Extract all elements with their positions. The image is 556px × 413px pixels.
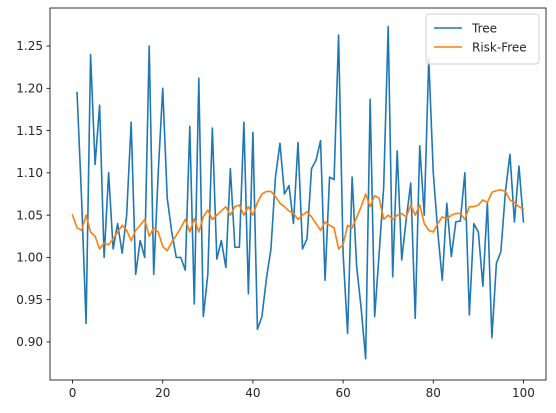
series-line-tree	[76, 25, 525, 360]
legend-label-risk-free: Risk-Free	[472, 40, 527, 54]
x-tick-label: 20	[155, 386, 170, 400]
legend-label-tree: Tree	[471, 21, 497, 35]
y-tick-label: 1.10	[16, 166, 43, 180]
x-tick-label: 100	[512, 386, 535, 400]
x-tick-label: 0	[69, 386, 77, 400]
x-tick-label: 40	[245, 386, 260, 400]
y-tick-label: 0.95	[16, 293, 43, 307]
x-axis: 0 20 40 60 80 100	[69, 380, 535, 400]
y-tick-label: 1.05	[16, 208, 43, 222]
plot-frame	[49, 7, 547, 381]
y-axis: 0.90 0.95 1.00 1.05 1.10 1.15 1.20 1.25	[16, 39, 50, 349]
series-line-risk-free	[71, 188, 525, 252]
series-layer	[71, 25, 525, 360]
y-tick-label: 1.25	[16, 39, 43, 53]
y-tick-label: 1.15	[16, 124, 43, 138]
y-tick-label: 1.20	[16, 82, 43, 96]
x-tick-label: 80	[426, 386, 441, 400]
y-tick-label: 0.90	[16, 335, 43, 349]
y-tick-label: 1.00	[16, 251, 43, 265]
legend-box	[425, 13, 540, 65]
legend: Tree Risk-Free	[425, 13, 540, 65]
x-tick-label: 60	[335, 386, 350, 400]
